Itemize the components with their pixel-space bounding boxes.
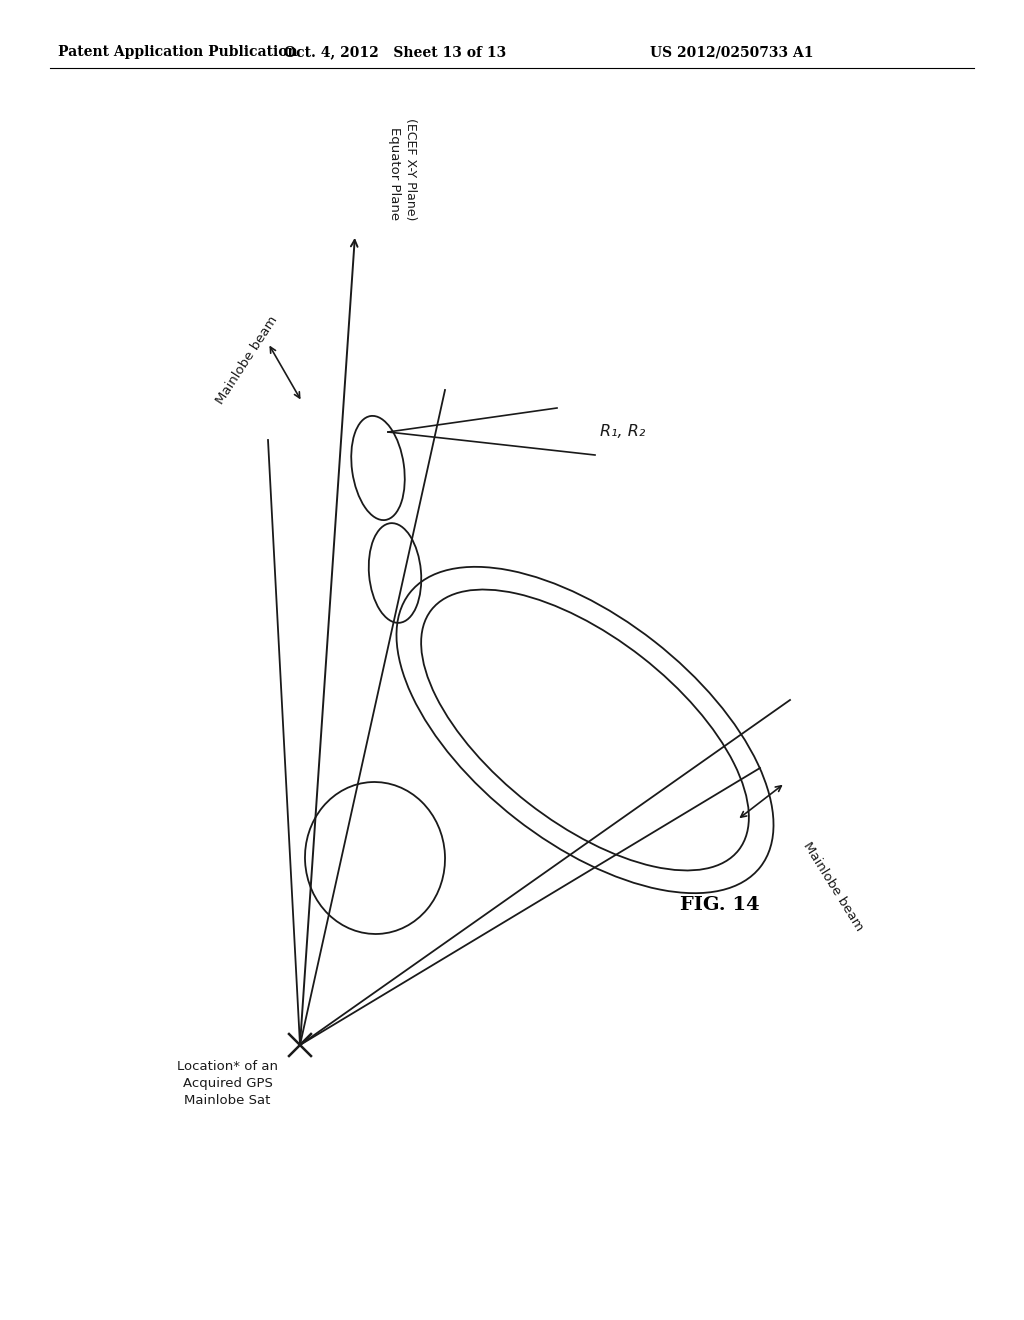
Text: Equator Plane: Equator Plane xyxy=(388,127,401,220)
Text: Location* of an
Acquired GPS
Mainlobe Sat: Location* of an Acquired GPS Mainlobe Sa… xyxy=(177,1060,278,1107)
Text: (ECEF X-Y Plane): (ECEF X-Y Plane) xyxy=(404,117,417,220)
Text: Oct. 4, 2012   Sheet 13 of 13: Oct. 4, 2012 Sheet 13 of 13 xyxy=(284,45,506,59)
Text: Patent Application Publication: Patent Application Publication xyxy=(58,45,298,59)
Text: R₁, R₂: R₁, R₂ xyxy=(600,425,645,440)
Text: FIG. 14: FIG. 14 xyxy=(680,896,760,913)
Text: Mainlobe beam: Mainlobe beam xyxy=(214,314,281,407)
Text: US 2012/0250733 A1: US 2012/0250733 A1 xyxy=(650,45,813,59)
Text: Mainlobe beam: Mainlobe beam xyxy=(800,840,865,933)
